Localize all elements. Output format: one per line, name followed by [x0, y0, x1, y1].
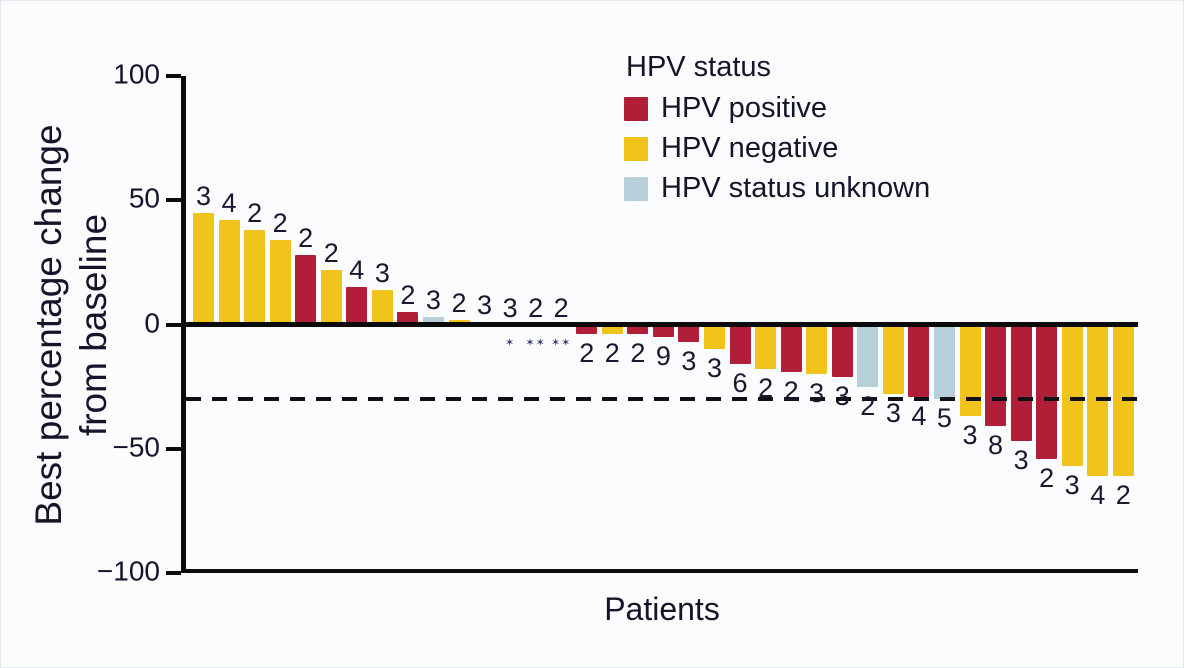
- legend-label: HPV positive: [661, 92, 828, 124]
- bar-value-label: 4: [1090, 480, 1106, 511]
- bar-value-label: 4: [221, 188, 237, 219]
- bar-value-label: 2: [783, 375, 799, 406]
- legend-label: HPV status unknown: [661, 172, 931, 204]
- bar-value-label: 2: [630, 338, 646, 369]
- patient-bar: [882, 324, 904, 395]
- patient-bar: [193, 212, 214, 325]
- patient-bar: [422, 317, 444, 325]
- patient-bar: [627, 324, 649, 335]
- patient-bar: [397, 312, 419, 325]
- bar-value-label: 3: [962, 420, 978, 451]
- bar-value-label: 3: [374, 257, 390, 288]
- patient-bar: [601, 324, 623, 335]
- patient-bar: [295, 254, 317, 325]
- bar-value-label: 3: [809, 378, 825, 409]
- patient-bar: [218, 220, 240, 325]
- legend-entry-hpv-positive: HPV positive: [624, 92, 930, 124]
- patient-bar: [244, 230, 266, 325]
- patient-bar: [346, 287, 368, 325]
- bar-value-label: 5: [936, 403, 952, 434]
- bar-value-label: 2: [272, 208, 288, 238]
- legend-entry-hpv-unknown: HPV status unknown: [624, 172, 930, 204]
- patient-bar: [831, 324, 853, 377]
- bar-value-label: 2: [451, 287, 467, 318]
- patient-bar: [371, 289, 393, 325]
- bar-value-label: 6: [732, 368, 748, 399]
- bar-value-label: 3: [681, 345, 697, 376]
- bar-value-label: 8: [988, 430, 1004, 461]
- x-axis-line: [181, 569, 1138, 573]
- y-axis-tick-label: −50: [112, 431, 161, 463]
- bar-value-label: 3: [706, 353, 723, 384]
- bar-value-label: 2: [400, 280, 416, 311]
- y-axis-tick: [166, 322, 181, 327]
- plot-area: 100 50 0 −50 −100 3 4 2 2 2 2 4 3 2 3 2 3 3 ✶ 2 ✶✶ 2 ✶✶ 2 2 2 9 3 3 6…: [97, 59, 1138, 587]
- bar-value-label: 3: [425, 285, 441, 316]
- legend-entry-hpv-negative: HPV negative: [624, 132, 930, 164]
- patient-bar: [576, 324, 598, 335]
- hpv-unknown-swatch: [624, 176, 648, 201]
- bar-value-label: 2: [1039, 462, 1055, 493]
- patient-bar: [933, 324, 955, 400]
- response-threshold-dashed-line: [186, 397, 1138, 402]
- bar-value-label: 2: [247, 198, 263, 229]
- patient-bar: [1061, 324, 1083, 467]
- patient-bar: [704, 324, 725, 350]
- y-axis-tick: [166, 446, 181, 451]
- bar-value-label: 2: [528, 292, 544, 323]
- patient-bar: [269, 240, 291, 325]
- footnote-star-marker: ✶✶: [525, 336, 546, 349]
- y-axis-tick: [166, 198, 181, 203]
- patient-bar: [857, 324, 879, 387]
- footnote-star-marker: ✶✶: [550, 336, 572, 349]
- patient-bar: [908, 324, 930, 397]
- bar-value-label: 2: [604, 338, 620, 369]
- bar-value-label: 2: [860, 390, 876, 421]
- bar-value-label: 2: [323, 237, 339, 268]
- x-axis-title: Patients: [604, 591, 720, 627]
- bar-value-label: 3: [1013, 445, 1029, 476]
- y-axis-tick-label: −100: [96, 555, 160, 587]
- y-axis-tick: [166, 571, 181, 575]
- footnote-star-marker: ✶: [504, 336, 516, 349]
- bar-value-label: 2: [298, 222, 314, 253]
- patient-bar: [729, 324, 751, 365]
- patient-bar: [755, 324, 777, 370]
- legend-label: HPV negative: [661, 132, 839, 164]
- bar-value-label: 3: [885, 398, 901, 429]
- bar-value-label: 3: [195, 180, 212, 211]
- patient-bar: [806, 324, 828, 375]
- y-axis-tick-label: 0: [144, 307, 160, 339]
- patient-bar: [959, 324, 981, 417]
- hpv-negative-swatch: [624, 136, 648, 161]
- y-axis-line: [181, 76, 186, 573]
- patient-bar: [320, 269, 342, 325]
- bar-value-label: 2: [553, 292, 569, 323]
- bar-value-label: 2: [758, 373, 774, 404]
- bar-value-label: 3: [477, 290, 493, 320]
- patient-bar: [652, 324, 674, 337]
- zero-baseline: [186, 322, 1138, 327]
- bar-value-label: 3: [834, 380, 850, 411]
- patient-bar: [985, 324, 1007, 427]
- y-axis-tick-label: 50: [128, 182, 160, 214]
- bar-value-label: 4: [349, 255, 365, 286]
- bar-value-label: 4: [911, 400, 927, 431]
- legend-title: HPV status: [626, 51, 772, 83]
- hpv-positive-swatch: [624, 96, 648, 121]
- patient-bar: [678, 324, 700, 342]
- patient-bar: [780, 324, 802, 372]
- legend: HPV status HPV positive HPV negative HPV…: [624, 51, 930, 216]
- bar-value-label: 3: [1064, 470, 1080, 501]
- y-axis-title-line1: Best percentage change: [27, 123, 69, 526]
- bar-value-label: 9: [655, 340, 671, 371]
- bar-value-label: 3: [502, 292, 518, 323]
- patient-bar: [1010, 324, 1032, 442]
- bar-value-label: 2: [1115, 480, 1131, 511]
- bar-value-label: 2: [579, 338, 595, 369]
- y-axis-tick-label: 100: [113, 58, 160, 90]
- y-axis-tick: [166, 74, 181, 78]
- patient-bar: [1036, 324, 1058, 459]
